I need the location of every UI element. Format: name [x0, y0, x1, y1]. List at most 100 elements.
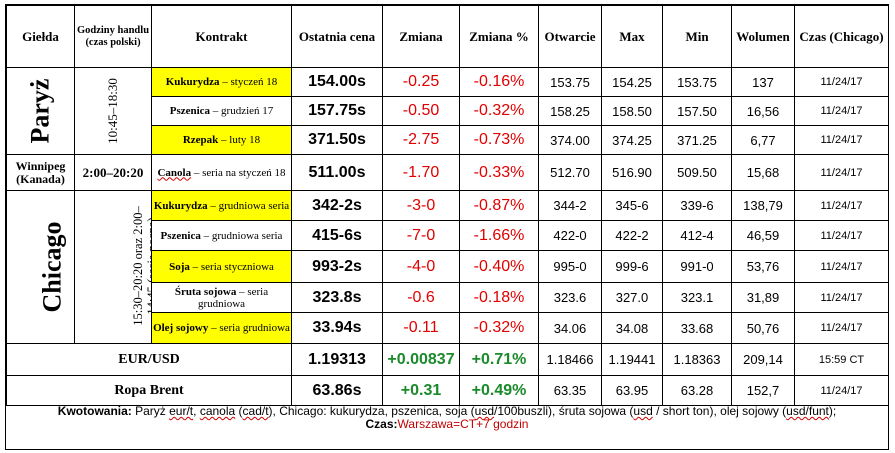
note-text: , [193, 404, 200, 418]
header-change: Zmiana [382, 5, 460, 68]
contract-cell: Kukurydza – grudniowa seria [151, 190, 292, 221]
note-unit: eur/t [169, 404, 194, 418]
contract-cell: Śruta sojowa – seria grudniowa [151, 282, 292, 313]
commodity-name: Soja [169, 260, 190, 273]
table-row: Pszenica – grudniowa seria 415-6s -7-0 -… [7, 220, 889, 251]
volume: 15,68 [731, 154, 795, 191]
quotation-label: Kwotowania: [57, 404, 132, 418]
min: 371.25 [662, 125, 732, 155]
hours-paris-label: 10:45–18:30 [104, 78, 120, 144]
table-row: EUR/USD 1.19313 +0.00837 +0.71% 1.18466 … [6, 343, 889, 376]
contract-cell: Rzepak – luty 18 [151, 125, 292, 155]
min: 509.50 [662, 154, 732, 191]
contract-term: – luty 18 [218, 134, 261, 146]
time-note: Czas:Warszawa=CT+7 godzin [6, 418, 888, 431]
max: 374.25 [601, 125, 663, 155]
contract-term: – seria grudniowa [208, 322, 290, 334]
max: 516.90 [601, 154, 663, 191]
contract-cell: Pszenica – grudzień 17 [151, 96, 292, 126]
min: 412-4 [662, 220, 732, 251]
table-row: Pszenica – grudzień 17 157.75s -0.50 -0.… [7, 96, 889, 126]
change: -0.50 [382, 96, 460, 126]
time: 11/24/17 [794, 190, 889, 221]
volume: 6,77 [731, 125, 795, 155]
table-row: Olej sojowy – seria grudniowa 33.94s -0.… [7, 312, 889, 344]
note-text: ), Chicago [268, 404, 324, 418]
open: 374.00 [538, 125, 602, 155]
change-pct: -0.33% [459, 154, 539, 191]
max: 1.19441 [601, 343, 663, 376]
change: -2.75 [382, 125, 460, 155]
exchange-paris-label: Paryż [25, 78, 55, 144]
min: 153.75 [662, 67, 732, 97]
commodity-name: Kukurydza [153, 199, 208, 212]
volume: 31,89 [731, 282, 795, 313]
open: 34.06 [538, 312, 602, 344]
open: 344-2 [538, 190, 602, 221]
change-pct: +0.71% [459, 343, 539, 376]
min: 33.68 [662, 312, 732, 344]
contract-cell: Canola – seria na styczeń 18 [151, 154, 292, 191]
min: 991-0 [662, 250, 732, 283]
volume: 138,79 [731, 190, 795, 221]
time: 11/24/17 [794, 220, 889, 251]
quotes-panel: Giełda Godziny handlu (czas polski) Kont… [5, 4, 889, 450]
last-price: 157.75s [291, 96, 383, 126]
hours-chicago: 15:30–20:20 oraz 2:00–14:45 (sesja nocna… [74, 190, 152, 344]
commodity-name: Canola [157, 166, 192, 179]
header-volume: Wolumen [731, 5, 795, 68]
time: 11/24/17 [794, 282, 889, 313]
time: 11/24/17 [794, 250, 889, 283]
contract-term: – seria grudniowa [197, 285, 269, 310]
header-open: Otwarcie [538, 5, 602, 68]
volume: 152,7 [731, 375, 795, 406]
contract-cell: Kukurydza – styczeń 18 [151, 67, 292, 97]
note-text: : kukurydza, pszenica, soja ( [323, 404, 475, 418]
volume: 16,56 [731, 96, 795, 126]
last-price: 993-2s [291, 250, 383, 283]
change: -0.11 [382, 312, 460, 344]
change: -7-0 [382, 220, 460, 251]
min: 157.50 [662, 96, 732, 126]
hours-winnipeg: 2:00–20:20 [74, 154, 152, 191]
quotes-table: Giełda Godziny handlu (czas polski) Kont… [6, 5, 889, 406]
max: 158.50 [601, 96, 663, 126]
header-row: Giełda Godziny handlu (czas polski) Kont… [6, 5, 889, 68]
contract-term: – grudniowa seria [207, 199, 290, 212]
change-pct: -0.40% [459, 250, 539, 283]
table-row: Winnipeg (Kanada) 2:00–20:20 Canola – se… [6, 154, 889, 191]
exchange-winnipeg: Winnipeg (Kanada) [6, 154, 75, 191]
contract-term: – styczeń 18 [219, 76, 278, 88]
change-pct: -0.16% [459, 67, 539, 97]
open: 422-0 [538, 220, 602, 251]
last-price: 342-2s [291, 190, 383, 221]
note-unit: cad/t [242, 404, 269, 418]
exchange-paris: Paryż [6, 67, 75, 155]
contract-term: – seria styczniowa [189, 260, 274, 273]
table-row: Ropa Brent 63.86s +0.31 +0.49% 63.35 63.… [6, 375, 889, 406]
max: 999-6 [601, 250, 663, 283]
header-min: Min [662, 5, 732, 68]
header-contract: Kontrakt [151, 5, 292, 68]
change: +0.31 [382, 375, 460, 406]
time: 11/24/17 [794, 96, 889, 126]
open: 153.75 [538, 67, 602, 97]
max: 327.0 [601, 282, 663, 313]
min: 1.18363 [662, 343, 732, 376]
last-price: 511.00s [291, 154, 383, 191]
time: 11/24/17 [794, 375, 889, 406]
volume: 46,59 [731, 220, 795, 251]
header-last: Ostatnia cena [291, 5, 383, 68]
max: 345-6 [601, 190, 663, 221]
time-value: Warszawa=CT+7 godzin [397, 417, 529, 431]
note-text: ); [828, 404, 837, 418]
commodity-name: Pszenica [160, 229, 201, 242]
change: -0.25 [382, 67, 460, 97]
commodity-name: Rzepak [182, 134, 219, 146]
note-text: ( [235, 404, 243, 418]
time: 11/24/17 [794, 312, 889, 344]
change: -4-0 [382, 250, 460, 283]
header-hours: Godziny handlu (czas polski) [74, 5, 152, 68]
quotation-units: Kwotowania: Paryż eur/t, canola (cad/t),… [6, 405, 888, 418]
exchange-chicago: Chicago [6, 190, 75, 344]
